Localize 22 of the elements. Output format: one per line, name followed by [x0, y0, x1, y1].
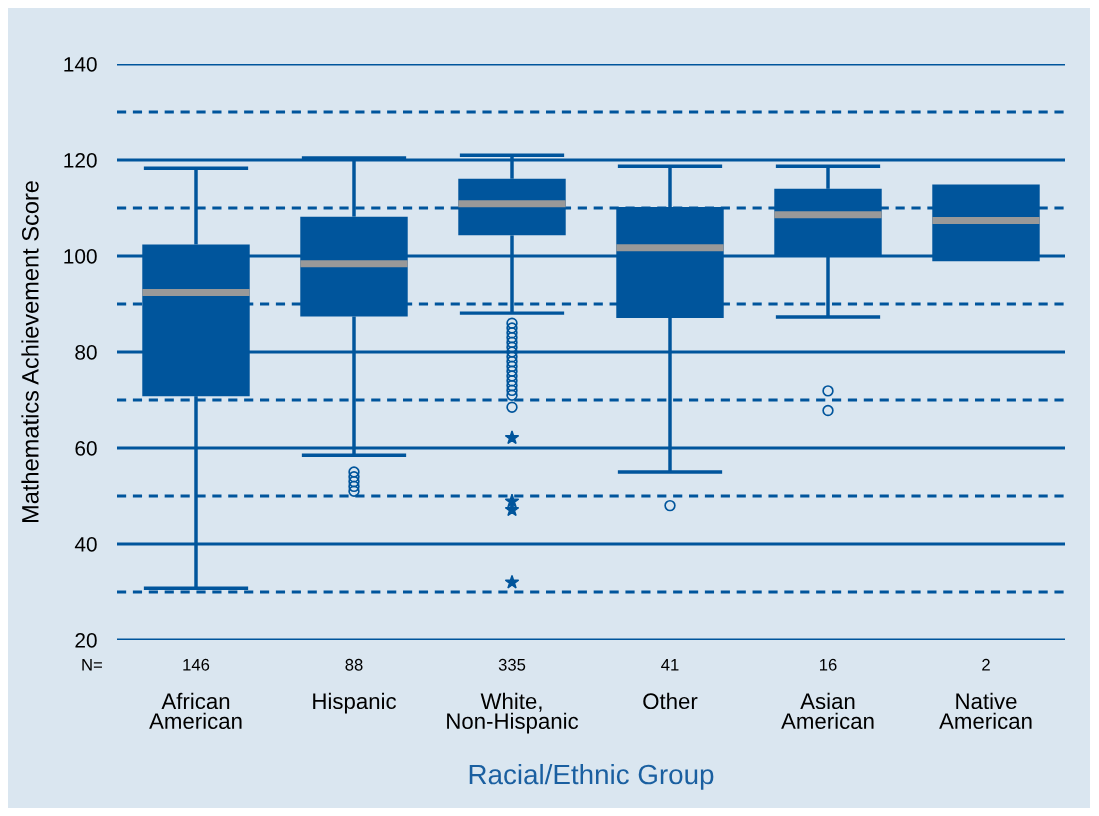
text: 2 — [982, 658, 990, 671]
text: N= — [82, 659, 102, 671]
text: 41 — [661, 659, 679, 671]
text: 16 — [820, 658, 837, 671]
y-tick-label: 20 — [75, 633, 97, 648]
x-tick-label: Asian American — [781, 692, 874, 730]
text: 335 — [498, 658, 526, 671]
x-tick-label: White, Non-Hispanic — [447, 692, 579, 734]
x-axis-title: Racial/Ethnic Group — [469, 763, 714, 790]
y-tick-label: 80 — [75, 345, 97, 360]
text: 146 — [183, 658, 210, 671]
x-tick-label: Native American — [939, 692, 1032, 730]
x-tick-label: Hispanic — [313, 692, 397, 714]
y-tick-label: 120 — [64, 153, 97, 168]
y-tick-label: 140 — [64, 57, 97, 72]
y-axis-title: Mathematics Achievement Score — [21, 181, 39, 522]
x-tick-label: Other — [643, 692, 698, 710]
y-tick-label: 40 — [74, 537, 97, 552]
text: 88 — [345, 658, 363, 671]
x-tick-label: African American — [149, 692, 242, 730]
y-tick-label: 60 — [75, 441, 97, 456]
y-tick-label: 100 — [64, 249, 97, 264]
